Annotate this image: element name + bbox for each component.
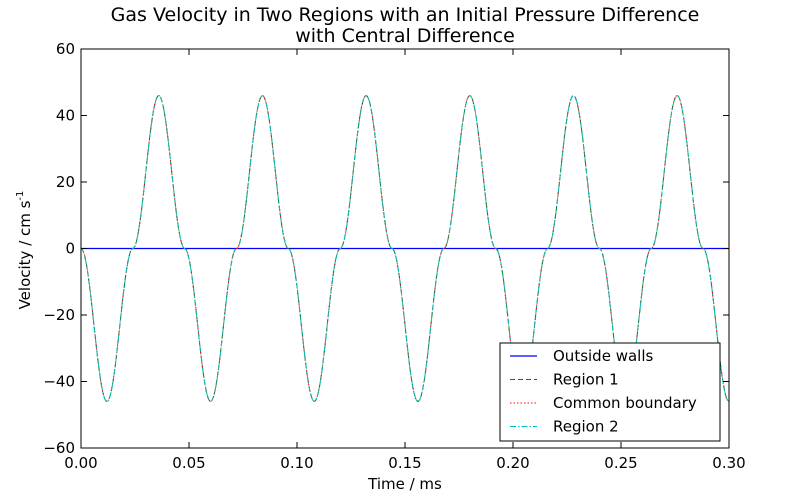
y-tick-label: −40 bbox=[43, 373, 75, 391]
x-tick-label: 0.05 bbox=[172, 454, 205, 472]
x-tick-label: 0.15 bbox=[388, 454, 421, 472]
y-tick-label: −60 bbox=[43, 439, 75, 457]
legend: Outside walls Region 1 Common boundary Regi… bbox=[499, 342, 721, 442]
legend-items: Outside walls Region 1 Common boundary Regi… bbox=[510, 347, 697, 436]
legend-label: Outside walls bbox=[553, 347, 653, 365]
x-tick-label: 0.00 bbox=[64, 454, 97, 472]
y-axis-label-main: Velocity / cm s bbox=[16, 200, 34, 309]
x-tick-label: 0.10 bbox=[280, 454, 313, 472]
x-tick-label: 0.25 bbox=[604, 454, 637, 472]
y-tick-label: 20 bbox=[56, 173, 75, 191]
y-tick-label: 0 bbox=[65, 240, 75, 258]
legend-label: Region 1 bbox=[553, 371, 619, 389]
y-axis-label: Velocity / cm s-1 bbox=[15, 191, 34, 310]
x-tick-label: 0.20 bbox=[496, 454, 529, 472]
chart-title-line2: with Central Difference bbox=[295, 25, 515, 47]
legend-box bbox=[499, 342, 721, 442]
y-tick-label: 60 bbox=[56, 40, 75, 58]
legend-label: Region 2 bbox=[553, 418, 619, 436]
y-axis-label-superscript: -1 bbox=[15, 191, 26, 201]
chart-title-line1: Gas Velocity in Two Regions with an Init… bbox=[111, 4, 700, 26]
tick-layer: 0.00 0.05 0.10 0.15 0.20 0.25 0.30 60 40 20 0 −20 −4… bbox=[43, 40, 745, 472]
y-tick-label: 40 bbox=[56, 107, 75, 125]
legend-label: Common boundary bbox=[553, 394, 697, 412]
x-tick-label: 0.30 bbox=[712, 454, 745, 472]
y-tick-label: −20 bbox=[43, 306, 75, 324]
x-axis-label: Time / ms bbox=[367, 475, 442, 493]
